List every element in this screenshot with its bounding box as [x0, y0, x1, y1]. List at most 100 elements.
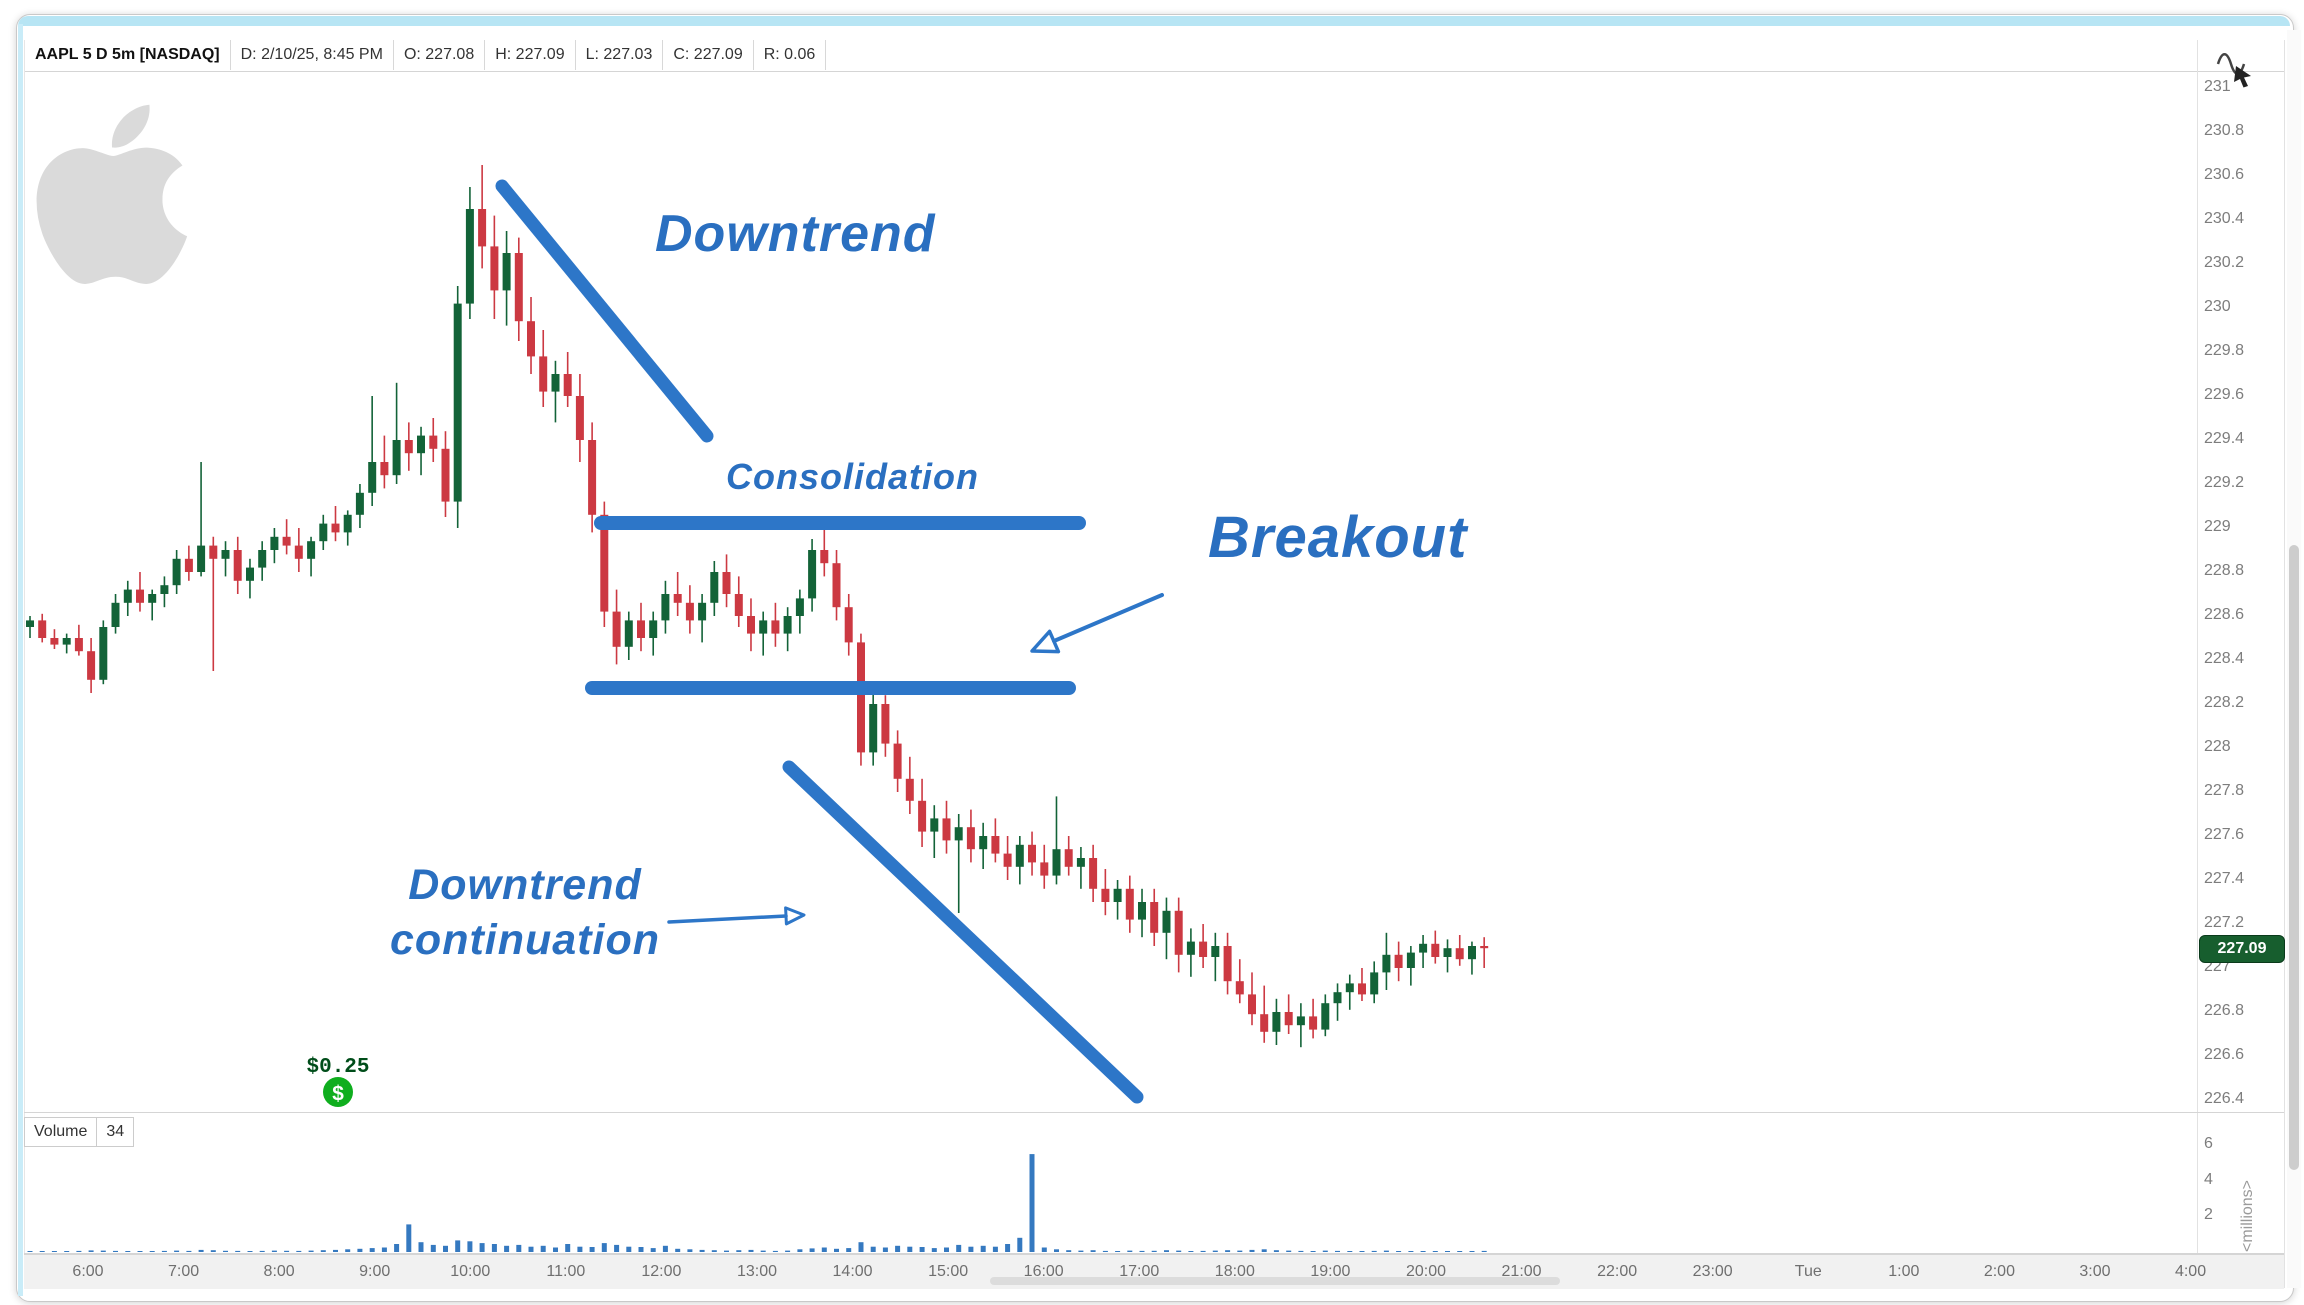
volume-bar	[821, 1247, 827, 1252]
candle	[600, 514, 609, 612]
volume-bar	[1237, 1250, 1243, 1252]
volume-bar	[210, 1250, 216, 1252]
volume-bar	[675, 1248, 681, 1252]
volume-bar	[504, 1245, 510, 1252]
volume-bar	[858, 1242, 864, 1252]
volume-bar	[919, 1247, 925, 1252]
volume-bar	[797, 1249, 803, 1252]
time-tick-label: 23:00	[1692, 1263, 1733, 1280]
time-tick-label: 8:00	[263, 1263, 295, 1280]
dividend-marker[interactable]: $0.25 $	[306, 1056, 370, 1107]
price-tick-label: 228.2	[2204, 694, 2245, 711]
breakout-label[interactable]: Breakout	[1208, 505, 1468, 570]
candle	[111, 602, 120, 627]
time-tick-label: 16:00	[1023, 1263, 1064, 1280]
price-tick-label: 226.8	[2204, 1002, 2245, 1019]
volume-bar	[711, 1250, 717, 1252]
volume-bar	[100, 1250, 106, 1252]
candle	[258, 550, 267, 568]
volume-bar	[662, 1245, 668, 1252]
volume-bar	[284, 1250, 290, 1252]
candle	[747, 616, 755, 634]
candle	[1406, 952, 1415, 968]
volume-bar	[1261, 1249, 1267, 1252]
candle	[661, 594, 670, 621]
downtrend-label[interactable]: Downtrend	[655, 205, 936, 263]
candle	[1468, 946, 1476, 960]
volume-bar	[1286, 1250, 1292, 1252]
volume-bar	[443, 1245, 448, 1252]
auto-scale-icon[interactable]	[2216, 53, 2251, 88]
volume-bar	[1212, 1250, 1218, 1252]
candle	[539, 356, 548, 392]
volume-bar	[39, 1251, 45, 1252]
candle	[172, 558, 181, 586]
candle	[624, 620, 633, 647]
volume-bar	[748, 1249, 754, 1252]
time-tick-label: 14:00	[832, 1263, 873, 1280]
candle	[808, 550, 817, 599]
volume-bar	[479, 1243, 485, 1252]
candle	[954, 827, 963, 841]
volume-bar	[614, 1244, 620, 1252]
price-tick-label: 227.2	[2204, 914, 2245, 931]
candle	[50, 638, 59, 645]
volume-bar	[259, 1250, 265, 1252]
volume-bar	[1151, 1250, 1157, 1252]
volume-bar	[1041, 1247, 1047, 1252]
volume-bar	[626, 1246, 632, 1252]
volume-bar	[247, 1251, 253, 1252]
candle	[417, 435, 425, 454]
horizontal-scrollbar-thumb[interactable]	[990, 1277, 1560, 1285]
continuation-trendline[interactable]	[782, 760, 1144, 1104]
candle	[991, 836, 1000, 854]
volume-bar	[1359, 1251, 1365, 1252]
volume-bar	[491, 1244, 497, 1252]
candle	[380, 462, 389, 476]
volume-bar	[1029, 1154, 1035, 1252]
candle	[857, 642, 865, 753]
volume-bar	[956, 1244, 962, 1252]
breakout-arrow[interactable]	[1030, 593, 1164, 654]
volume-bar	[357, 1248, 363, 1252]
volume-bar	[1139, 1250, 1145, 1252]
time-tick-label: 3:00	[2079, 1263, 2111, 1280]
volume-bar	[944, 1247, 949, 1252]
time-tick-label: 4:00	[2174, 1263, 2207, 1280]
continuation-label[interactable]: Downtrend continuation	[385, 858, 665, 968]
volume-bottom-border	[24, 1253, 2284, 1254]
volume-bar	[1200, 1250, 1206, 1252]
price-axis-separator	[2197, 40, 2198, 1254]
candle	[197, 545, 206, 572]
candle	[1186, 941, 1195, 955]
candle	[99, 627, 108, 680]
candle	[563, 374, 572, 396]
volume-tick-label: 2	[2204, 1206, 2213, 1224]
volume-study-value[interactable]: 34	[97, 1117, 135, 1147]
candle	[294, 545, 303, 559]
candle	[527, 321, 535, 357]
candle	[759, 620, 768, 634]
vertical-scrollbar-thumb[interactable]	[2289, 545, 2299, 1170]
volume-bar	[308, 1250, 314, 1252]
volume-bar	[88, 1250, 94, 1252]
volume-bar	[394, 1244, 400, 1252]
candle	[148, 594, 157, 603]
downtrend-trendline[interactable]	[495, 179, 714, 443]
volume-series	[27, 1154, 1487, 1252]
candle	[441, 448, 450, 502]
candle	[1028, 844, 1036, 863]
volume-bar	[125, 1251, 131, 1252]
consolidation-label[interactable]: Consolidation	[726, 456, 979, 497]
candle	[246, 567, 254, 581]
time-tick-label: 9:00	[359, 1263, 391, 1280]
continuation-arrow[interactable]	[667, 906, 806, 926]
volume-bar	[467, 1241, 473, 1252]
volume-bar	[1335, 1250, 1340, 1252]
price-tick-label: 226.6	[2204, 1046, 2245, 1063]
volume-bar	[381, 1247, 387, 1252]
volume-study-label[interactable]: Volume	[24, 1117, 98, 1147]
time-tick-label: 2:00	[1983, 1263, 2015, 1280]
volume-bar	[51, 1251, 57, 1252]
candle	[465, 209, 474, 304]
